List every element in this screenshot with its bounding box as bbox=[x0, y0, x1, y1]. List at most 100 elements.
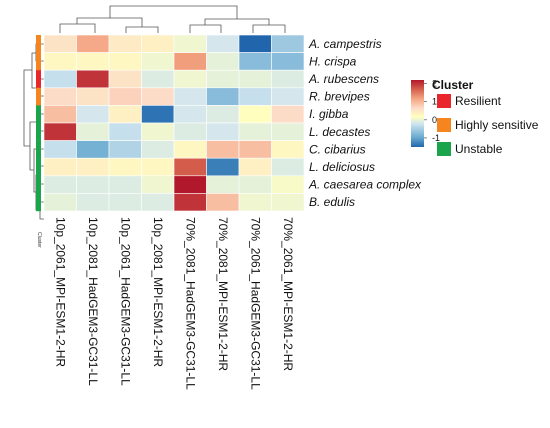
column-dendrogram bbox=[59, 5, 286, 33]
heatmap-cell bbox=[108, 105, 142, 124]
heatmap-cell bbox=[43, 34, 77, 53]
cluster-legend: Cluster Resilient Highly sensitive Unstabl… bbox=[432, 78, 539, 156]
column-label: 10p_2061_HadGEM3-GC31-LL bbox=[118, 217, 132, 386]
row-label: R. brevipes bbox=[309, 90, 370, 104]
color-scale-legend: 2 1 0 -1 bbox=[411, 79, 440, 147]
row-label: A. caesarea complex bbox=[308, 178, 422, 192]
heatmap-cell bbox=[238, 69, 272, 89]
heatmap-cell bbox=[108, 87, 142, 106]
column-label: 70%_2081_MPI-ESM1-2-HR bbox=[216, 217, 230, 371]
cluster-bar-segment bbox=[36, 193, 41, 212]
row-label: B. edulis bbox=[309, 195, 355, 209]
color-scale-bar bbox=[411, 80, 424, 147]
heatmap-cell bbox=[238, 105, 272, 124]
heatmap-cell bbox=[238, 87, 272, 106]
cluster-annotation-label: Cluster bbox=[36, 232, 42, 248]
heatmap-cell bbox=[76, 193, 110, 212]
heatmap-cell bbox=[43, 52, 77, 71]
legend-label: Resilient bbox=[455, 94, 502, 108]
heatmap-cell bbox=[76, 34, 110, 53]
legend-label: Unstable bbox=[455, 142, 503, 156]
heatmap-cell bbox=[108, 122, 142, 141]
heatmap-cell bbox=[43, 122, 77, 141]
cluster-bar-segment bbox=[36, 140, 41, 159]
heatmap-cell bbox=[76, 157, 110, 177]
heatmap-cell bbox=[271, 69, 305, 89]
legend-swatch bbox=[437, 94, 451, 108]
heatmap-cell bbox=[271, 122, 305, 141]
heatmap-cell bbox=[271, 157, 305, 177]
heatmap-cell bbox=[271, 193, 305, 212]
heatmap-cell bbox=[238, 122, 272, 141]
heatmap-cell bbox=[141, 157, 175, 177]
heatmap-cell bbox=[76, 175, 110, 194]
heatmap-cell bbox=[141, 140, 175, 159]
heatmap-cell bbox=[76, 87, 110, 106]
row-label: A. rubescens bbox=[308, 72, 379, 86]
row-label: I. gibba bbox=[309, 107, 349, 121]
heatmap-cell bbox=[271, 52, 305, 71]
heatmap-cell bbox=[206, 175, 240, 194]
cluster-bar-segment bbox=[36, 158, 41, 176]
heatmap-cell bbox=[271, 34, 305, 53]
heatmap-cell bbox=[238, 193, 272, 212]
heatmap-cell bbox=[173, 175, 207, 194]
heatmap-cell bbox=[76, 69, 110, 89]
scale-tick-label: 2 bbox=[432, 79, 437, 89]
row-label: A. campestris bbox=[308, 37, 382, 51]
heatmap-cell bbox=[173, 193, 207, 212]
legend-label: Highly sensitive bbox=[455, 118, 539, 132]
heatmap-cell bbox=[173, 34, 207, 53]
column-label: 10p_2081_MPI-ESM1-2-HR bbox=[151, 217, 165, 367]
heatmap-cell bbox=[271, 87, 305, 106]
row-label: L. deliciosus bbox=[309, 160, 375, 174]
heatmap-cell bbox=[173, 52, 207, 71]
row-labels: A. campestris H. crispa A. rubescens R. bre… bbox=[308, 37, 422, 209]
heatmap-cell bbox=[108, 34, 142, 53]
heatmap-cell bbox=[206, 122, 240, 141]
row-label: H. crispa bbox=[309, 54, 357, 68]
row-label: C. cibarius bbox=[309, 142, 366, 156]
heatmap-cell bbox=[108, 140, 142, 159]
cluster-bar-segment bbox=[36, 105, 41, 124]
heatmap-cell bbox=[141, 69, 175, 89]
cluster-bar-segment bbox=[36, 35, 41, 53]
heatmap-cell bbox=[141, 34, 175, 53]
heatmap-cell bbox=[141, 52, 175, 71]
legend-title: Cluster bbox=[432, 78, 474, 92]
heatmap-cells bbox=[43, 34, 305, 212]
heatmap-cell bbox=[108, 69, 142, 89]
heatmap-cell bbox=[173, 157, 207, 177]
heatmap-cell bbox=[206, 34, 240, 53]
heatmap-cell bbox=[238, 157, 272, 177]
column-label: 70%_2061_MPI-ESM1-2-HR bbox=[281, 217, 295, 371]
heatmap-cell bbox=[206, 87, 240, 106]
heatmap-cell bbox=[271, 105, 305, 124]
heatmap-cell bbox=[173, 122, 207, 141]
heatmap-cell bbox=[206, 105, 240, 124]
cluster-bar-segment bbox=[36, 52, 41, 71]
heatmap-cell bbox=[271, 140, 305, 159]
heatmap-cell bbox=[173, 87, 207, 106]
heatmap-cell bbox=[43, 157, 77, 177]
cluster-annotation-bar bbox=[36, 35, 41, 212]
column-label: 10p_2081_HadGEM3-GC31-LL bbox=[86, 217, 100, 386]
column-label: 70%_2061_HadGEM3-GC31-LL bbox=[248, 217, 262, 390]
heatmap-cell bbox=[173, 69, 207, 89]
heatmap-cell bbox=[141, 105, 175, 124]
heatmap-cell bbox=[76, 122, 110, 141]
heatmap-cell bbox=[238, 52, 272, 71]
heatmap-cell bbox=[76, 140, 110, 159]
heatmap-cell bbox=[206, 69, 240, 89]
scale-tick-label: 0 bbox=[432, 115, 437, 125]
heatmap-cell bbox=[43, 193, 77, 212]
heatmap-cell bbox=[141, 122, 175, 141]
heatmap-cell bbox=[206, 140, 240, 159]
heatmap-cell bbox=[108, 175, 142, 194]
scale-tick-label: -1 bbox=[432, 133, 440, 143]
heatmap-cell bbox=[43, 140, 77, 159]
column-label: 70%_2081_HadGEM3-GC31-LL bbox=[183, 217, 197, 390]
column-labels: 10p_2061_MPI-ESM1-2-HR 10p_2081_HadGEM3-G… bbox=[53, 217, 295, 390]
heatmap-cell bbox=[206, 157, 240, 177]
